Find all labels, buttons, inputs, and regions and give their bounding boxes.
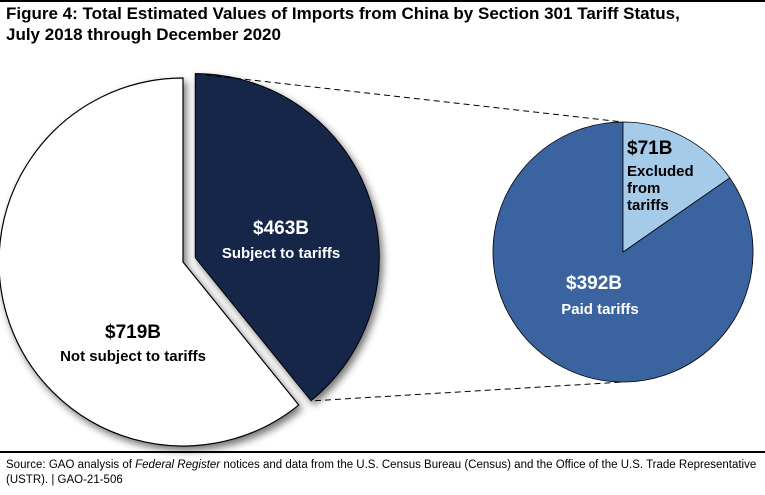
bottom-rule	[0, 451, 765, 453]
connector-top	[195, 73, 624, 123]
label-subject-value: $463B	[253, 218, 309, 239]
source-italic: Federal Register	[135, 459, 221, 471]
label-excluded-line-2: from	[627, 180, 660, 197]
label-not-subject-name: Not subject to tariffs	[60, 348, 206, 365]
slice-subject	[194, 73, 380, 402]
label-excluded-line-3: tariffs	[627, 197, 669, 214]
figure-title-line-2: July 2018 through December 2020	[6, 25, 281, 44]
source-prefix: Source: GAO analysis of	[6, 459, 136, 471]
label-excluded-value: $71B	[627, 138, 672, 159]
slice-not-subject	[0, 77, 300, 447]
connector-lines	[195, 73, 624, 402]
label-paid-value: $392B	[566, 273, 622, 294]
figure-title: Figure 4: Total Estimated Values of Impo…	[6, 3, 761, 45]
slice-excluded	[622, 121, 731, 253]
label-subject-name: Subject to tariffs	[222, 245, 340, 262]
label-excluded-line-1: Excluded	[627, 163, 694, 180]
top-rule	[0, 0, 765, 2]
slice-labels: $463B Subject to tariffs $719B Not subject …	[60, 138, 694, 365]
label-paid-name: Paid tariffs	[561, 301, 639, 318]
left-pie	[0, 73, 380, 447]
right-pie	[492, 121, 754, 383]
connector-bottom	[314, 381, 624, 402]
source-suffix: notices and data from the U.S. Census Bu…	[6, 459, 757, 486]
source-note: Source: GAO analysis of Federal Register…	[6, 458, 761, 488]
label-not-subject-value: $719B	[105, 322, 161, 343]
figure-title-line-1: Figure 4: Total Estimated Values of Impo…	[6, 4, 680, 23]
